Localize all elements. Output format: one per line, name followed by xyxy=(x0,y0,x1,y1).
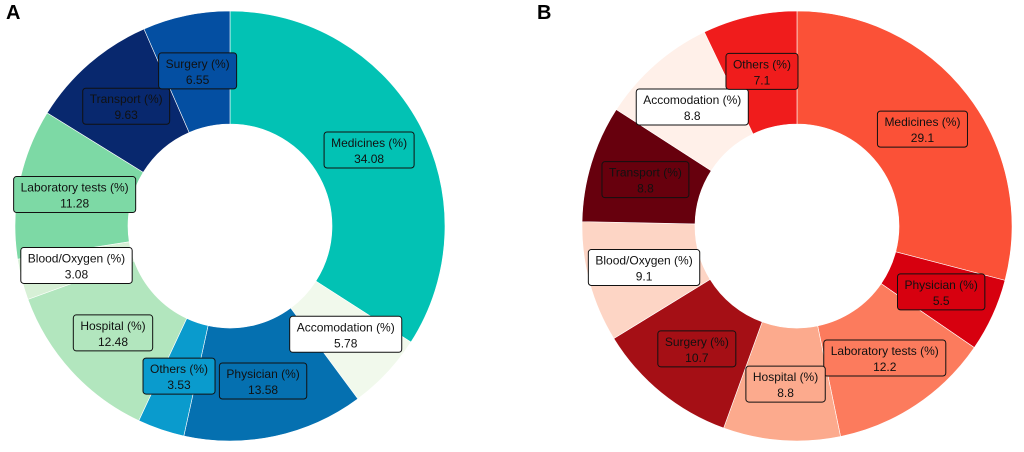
donut-a-label-hospital: Hospital (%) 12.48 xyxy=(72,314,154,352)
slice-value-text: 10.7 xyxy=(685,351,709,365)
label-box xyxy=(72,314,154,352)
slice-label-text: Surgery (%) xyxy=(665,335,729,349)
label-box xyxy=(13,176,137,214)
donut-b-label-physician: Physician (%) 5.5 xyxy=(896,273,986,311)
slice-value-text: 9.63 xyxy=(115,108,139,122)
label-box xyxy=(587,249,701,287)
slice-value-text: 8.8 xyxy=(637,182,654,196)
donut-b-label-transport: Transport (%) 8.8 xyxy=(601,161,690,199)
label-box xyxy=(20,246,133,284)
panel-letter-b: B xyxy=(537,2,551,24)
donut-b-label-hospital: Hospital (%) 8.8 xyxy=(745,365,826,403)
donut-b-label-blood-oxygen: Blood/Oxygen (%) 9.1 xyxy=(587,249,701,287)
label-box xyxy=(289,315,403,353)
label-box xyxy=(158,52,238,90)
slice-label-text: Transport (%) xyxy=(90,92,163,106)
slice-label-text: Blood/Oxygen (%) xyxy=(595,254,692,268)
slice-label-text: Laboratory tests (%) xyxy=(21,181,129,195)
slice-label-text: Physician (%) xyxy=(226,367,299,381)
donut-chart-a: Medicines (%) 34.08 Accomodation (%) 5.78 Ph… xyxy=(13,10,446,442)
slice-label-text: Blood/Oxygen (%) xyxy=(28,251,125,265)
slice-value-text: 8.8 xyxy=(777,386,794,400)
slice-label-text: Others (%) xyxy=(150,362,208,376)
label-box xyxy=(745,365,826,403)
label-box xyxy=(82,87,171,125)
label-box xyxy=(657,330,737,368)
slice-value-text: 6.55 xyxy=(186,73,210,87)
panel-letter-a: A xyxy=(6,2,20,24)
slice-value-text: 3.53 xyxy=(167,378,191,392)
slice-label-text: Laboratory tests (%) xyxy=(831,344,939,358)
label-box xyxy=(635,88,749,126)
slice-label-text: Accomodation (%) xyxy=(297,320,395,334)
slice-label-text: Medicines (%) xyxy=(884,115,960,129)
donut-b-label-accomodation: Accomodation (%) 8.8 xyxy=(635,88,749,126)
slice-value-text: 34.08 xyxy=(354,152,384,166)
slice-value-text: 7.1 xyxy=(754,73,771,87)
label-box xyxy=(601,161,690,199)
slice-label-text: Surgery (%) xyxy=(166,57,230,71)
slice-value-text: 8.8 xyxy=(684,109,701,123)
slice-value-text: 3.08 xyxy=(65,267,89,281)
donut-a-slice-medicines xyxy=(229,10,446,343)
donut-a-label-medicines: Medicines (%) 34.08 xyxy=(323,131,415,169)
label-box xyxy=(876,110,968,148)
donut-a-label-surgery: Surgery (%) 6.55 xyxy=(158,52,238,90)
slice-label-text: Hospital (%) xyxy=(753,370,818,384)
slice-value-text: 5.5 xyxy=(933,294,950,308)
slice-label-text: Transport (%) xyxy=(609,166,682,180)
slice-label-text: Accomodation (%) xyxy=(643,93,741,107)
label-box xyxy=(142,357,216,395)
label-box xyxy=(323,131,415,169)
donut-b-label-medicines: Medicines (%) 29.1 xyxy=(876,110,968,148)
label-box xyxy=(218,362,308,400)
slice-value-text: 5.78 xyxy=(334,336,358,350)
slice-label-text: Hospital (%) xyxy=(80,319,145,333)
slice-label-text: Physician (%) xyxy=(904,278,977,292)
slice-value-text: 29.1 xyxy=(911,131,935,145)
donut-a-label-others: Others (%) 3.53 xyxy=(142,357,216,395)
label-box xyxy=(823,339,947,377)
slice-value-text: 11.28 xyxy=(60,197,89,211)
slice-value-text: 13.58 xyxy=(248,383,278,397)
donut-a-label-accomodation: Accomodation (%) 5.78 xyxy=(289,315,403,353)
donut-b-label-surgery: Surgery (%) 10.7 xyxy=(657,330,737,368)
slice-value-text: 12.2 xyxy=(873,360,897,374)
label-box xyxy=(725,52,799,90)
donut-chart-b: Medicines (%) 29.1 Physician (%) 5.5 Laborat… xyxy=(581,10,1013,442)
donut-b-label-laboratory-tests: Laboratory tests (%) 12.2 xyxy=(823,339,947,377)
slice-value-text: 12.48 xyxy=(98,335,128,349)
label-box xyxy=(896,273,986,311)
donut-b-label-others: Others (%) 7.1 xyxy=(725,52,799,90)
slice-label-text: Others (%) xyxy=(733,57,791,71)
slice-label-text: Medicines (%) xyxy=(331,136,407,150)
donut-a-label-laboratory-tests: Laboratory tests (%) 11.28 xyxy=(13,176,137,214)
donut-a-label-blood-oxygen: Blood/Oxygen (%) 3.08 xyxy=(20,246,133,284)
slice-value-text: 9.1 xyxy=(636,270,653,284)
donut-a-label-physician: Physician (%) 13.58 xyxy=(218,362,308,400)
donut-a-label-transport: Transport (%) 9.63 xyxy=(82,87,171,125)
